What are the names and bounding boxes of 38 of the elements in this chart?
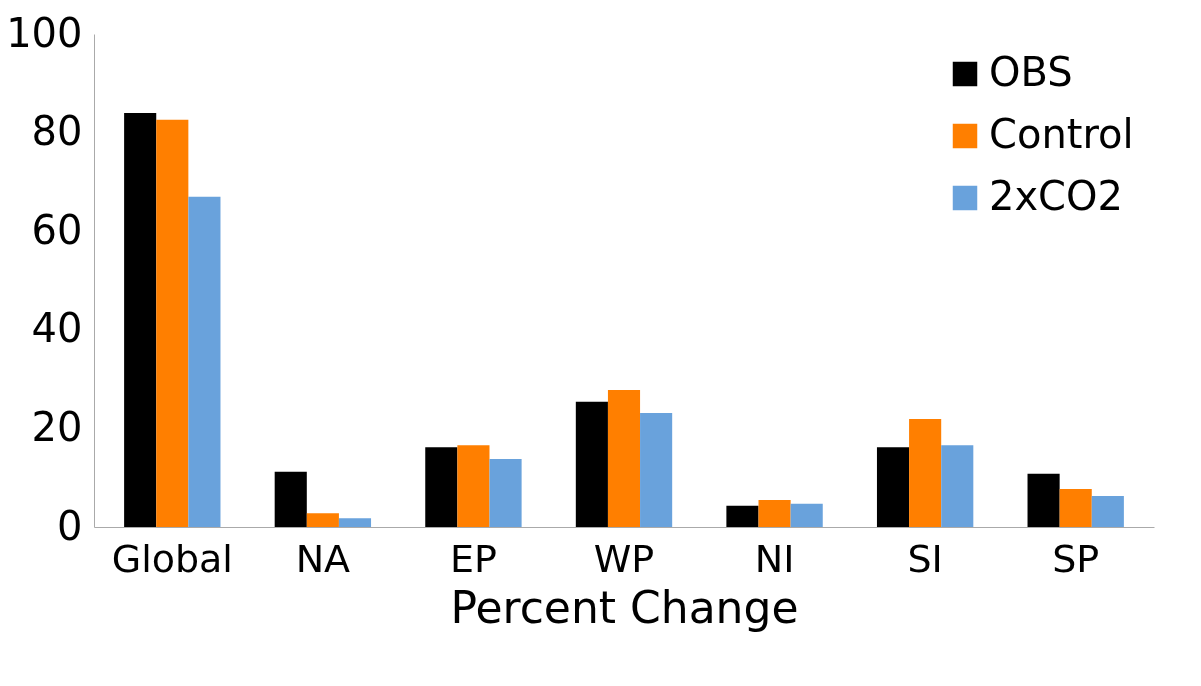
- y-tick-label: 80: [31, 108, 83, 155]
- bar: [876, 447, 910, 527]
- legend-label: 2xCO2: [989, 173, 1123, 219]
- x-tick-label: Global: [111, 536, 233, 581]
- bar: [1059, 489, 1092, 527]
- y-tick-label: 20: [31, 403, 83, 450]
- y-tick-label: 40: [31, 305, 83, 352]
- bar: [790, 503, 823, 527]
- bar: [909, 419, 942, 527]
- bar: [607, 389, 641, 527]
- bar: [489, 458, 522, 527]
- bar: [575, 401, 608, 527]
- bar: [941, 445, 974, 527]
- bar: [726, 505, 759, 527]
- legend-label: Control: [989, 111, 1134, 157]
- legend-label: OBS: [989, 49, 1073, 95]
- bar: [1091, 495, 1124, 527]
- bar: [1027, 473, 1060, 527]
- x-axis-title: Percent Change: [450, 581, 799, 633]
- x-tick-label: EP: [449, 536, 497, 581]
- x-tick-label: SP: [1052, 536, 1100, 581]
- x-tick-label: WP: [593, 536, 655, 581]
- bar: [156, 119, 189, 527]
- bar: [124, 112, 157, 527]
- bar: [640, 413, 673, 527]
- bar: [274, 471, 307, 527]
- x-tick-label: NA: [295, 536, 351, 581]
- x-tick-label: NI: [754, 536, 795, 581]
- y-tick-label: 100: [6, 9, 83, 56]
- y-tick-label: 0: [57, 502, 83, 549]
- x-tick-label: SI: [907, 536, 943, 581]
- y-tick-label: 60: [31, 206, 83, 253]
- bar: [758, 499, 791, 527]
- bar: [188, 196, 221, 527]
- bar: [338, 518, 372, 527]
- bar: [457, 445, 490, 527]
- bar: [306, 513, 339, 527]
- bar: [425, 447, 458, 527]
